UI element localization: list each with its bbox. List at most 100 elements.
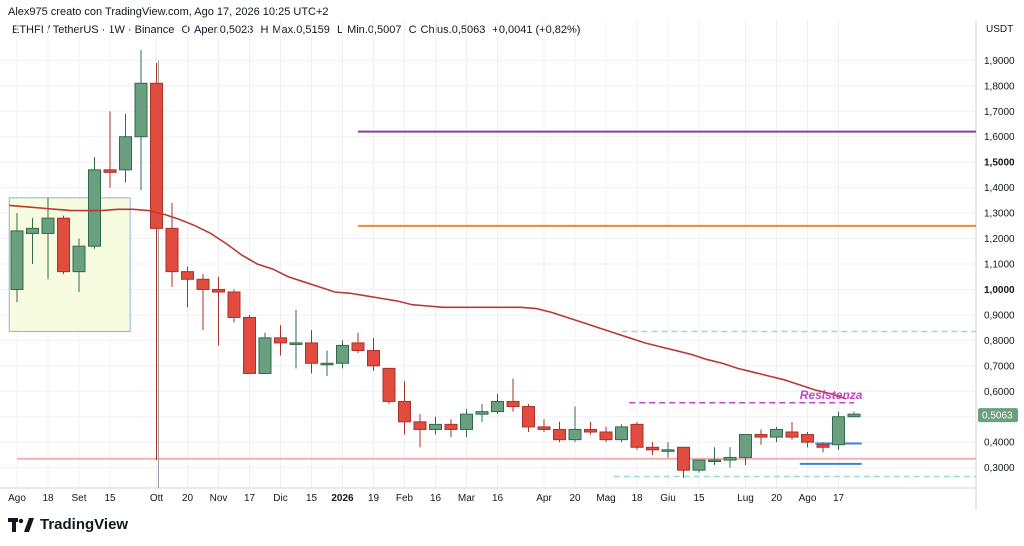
candle-body bbox=[10, 230, 24, 290]
price-tick-label: 1,6000 bbox=[984, 132, 1015, 143]
candle-body bbox=[770, 428, 783, 438]
candle[interactable] bbox=[723, 447, 737, 468]
candle[interactable] bbox=[553, 421, 566, 443]
candle[interactable] bbox=[661, 442, 675, 458]
candle-body bbox=[847, 413, 861, 418]
candle[interactable] bbox=[150, 62, 163, 460]
candle[interactable] bbox=[754, 429, 768, 445]
candle[interactable] bbox=[10, 213, 24, 303]
candle[interactable] bbox=[289, 309, 303, 369]
candle[interactable] bbox=[351, 332, 365, 354]
candle[interactable] bbox=[119, 113, 132, 183]
candle[interactable] bbox=[708, 447, 721, 466]
candle-body bbox=[692, 459, 706, 471]
candle[interactable] bbox=[181, 266, 194, 308]
candle-body bbox=[646, 446, 659, 451]
time-tick-label: Ago bbox=[799, 493, 817, 504]
moving-average-line bbox=[9, 204, 847, 400]
candle[interactable] bbox=[584, 421, 597, 435]
candle[interactable] bbox=[305, 330, 318, 374]
time-tick-label: 15 bbox=[306, 493, 318, 504]
candle[interactable] bbox=[568, 406, 582, 443]
time-axis: Ago 18 Set 15 Ott 20 Nov 17 Dic 15 2026 19 Feb 16 Mar 1… bbox=[8, 493, 844, 504]
candle-body bbox=[801, 434, 814, 443]
candle[interactable] bbox=[134, 50, 148, 191]
time-tick-label: 16 bbox=[430, 493, 442, 504]
candle[interactable] bbox=[785, 421, 799, 440]
symbol-name[interactable]: ETHFI / TetherUS · 1W · Binance bbox=[12, 24, 175, 36]
candle-body bbox=[460, 413, 473, 430]
candle-body bbox=[181, 271, 194, 280]
low-value: L bbox=[336, 24, 344, 36]
candle[interactable] bbox=[801, 432, 814, 448]
price-axis: USDT 1,9000 1,8000 1,7000 1,6000 1,5000 1,4000… bbox=[978, 24, 1018, 474]
candle[interactable] bbox=[196, 274, 210, 331]
candle-body bbox=[661, 449, 675, 452]
last-price-label: 0,5063 bbox=[982, 411, 1013, 422]
candle[interactable] bbox=[506, 378, 520, 412]
candle[interactable] bbox=[382, 367, 396, 404]
candle[interactable] bbox=[320, 350, 334, 376]
candle-body bbox=[615, 426, 628, 441]
candle[interactable] bbox=[475, 404, 489, 422]
candle-body bbox=[832, 416, 845, 446]
candle[interactable] bbox=[413, 414, 427, 448]
candle[interactable] bbox=[227, 289, 241, 323]
candle[interactable] bbox=[630, 421, 644, 450]
candle[interactable] bbox=[646, 442, 659, 455]
candle[interactable] bbox=[103, 111, 117, 188]
candle[interactable] bbox=[26, 218, 39, 264]
candle-body bbox=[553, 428, 566, 441]
candle[interactable] bbox=[847, 411, 861, 418]
price-tick-label: 1,5000 bbox=[984, 158, 1015, 169]
candle-body bbox=[739, 434, 752, 458]
candle[interactable] bbox=[57, 215, 70, 275]
candle[interactable] bbox=[88, 157, 101, 249]
candle-body bbox=[491, 400, 504, 413]
candle-body bbox=[274, 337, 287, 344]
candle[interactable] bbox=[41, 197, 55, 280]
candle[interactable] bbox=[615, 424, 628, 443]
horizontal-lines bbox=[17, 130, 976, 478]
candle-body bbox=[41, 217, 55, 234]
candle[interactable] bbox=[599, 426, 613, 443]
moving-average bbox=[9, 204, 847, 400]
candle[interactable] bbox=[739, 434, 752, 466]
candle[interactable] bbox=[677, 446, 690, 478]
price-tick-label: 1,2000 bbox=[984, 234, 1015, 245]
candle-body bbox=[599, 431, 613, 441]
candle[interactable] bbox=[398, 381, 411, 435]
candle[interactable] bbox=[72, 238, 86, 292]
candle[interactable] bbox=[258, 332, 272, 374]
candle[interactable] bbox=[367, 337, 380, 371]
candle[interactable] bbox=[274, 325, 287, 356]
currency-label: USDT bbox=[986, 24, 1013, 35]
candle[interactable] bbox=[444, 419, 458, 438]
candle[interactable] bbox=[537, 419, 551, 432]
candle[interactable] bbox=[336, 340, 349, 369]
candle-body bbox=[398, 400, 411, 423]
candle[interactable] bbox=[522, 404, 535, 432]
candle-body bbox=[475, 411, 489, 415]
change-value: +0,0041 (+0,82%) bbox=[492, 24, 581, 36]
candle-body bbox=[289, 342, 303, 345]
price-tick-label: 0,7000 bbox=[984, 361, 1015, 372]
candle[interactable] bbox=[491, 393, 504, 415]
candle-body bbox=[382, 367, 396, 402]
candle-body bbox=[243, 316, 256, 374]
candle-body bbox=[212, 288, 225, 293]
candle-body bbox=[258, 337, 272, 374]
candle[interactable] bbox=[212, 276, 225, 346]
candle[interactable] bbox=[429, 416, 442, 435]
candle-body bbox=[103, 169, 117, 173]
candle[interactable] bbox=[692, 459, 706, 473]
candle[interactable] bbox=[832, 411, 845, 450]
candle[interactable] bbox=[460, 409, 473, 438]
candle-body bbox=[351, 342, 365, 352]
tradingview-logo[interactable]: TradingView bbox=[8, 516, 128, 533]
candle[interactable] bbox=[770, 426, 783, 443]
candle[interactable] bbox=[816, 442, 830, 453]
candle-body bbox=[134, 82, 148, 138]
candle[interactable] bbox=[243, 314, 256, 374]
